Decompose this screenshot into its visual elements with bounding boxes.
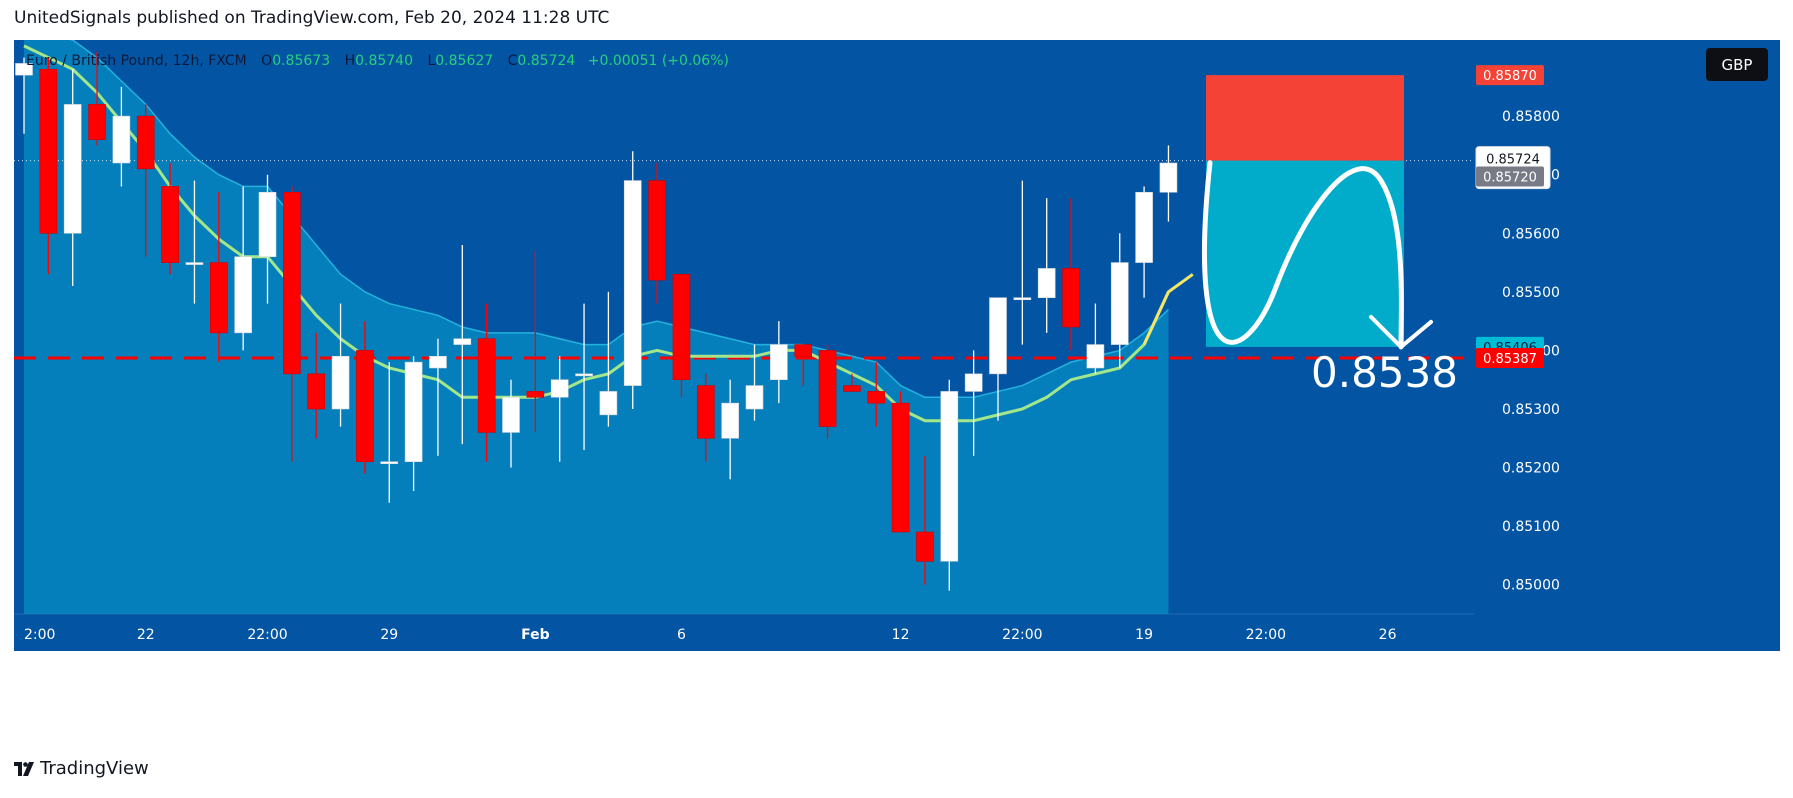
candle [745, 385, 764, 410]
candle [867, 391, 886, 404]
candle [672, 273, 691, 381]
candle [234, 256, 252, 334]
x-tick-label: 19 [1135, 627, 1153, 643]
ohlc-legend: Euro / British Pound, 12h, FXCM O0.85673… [26, 53, 729, 69]
close-value: 0.85724 [517, 53, 576, 69]
close-key: C [507, 53, 518, 69]
change-value: +0.00051 (+0.06%) [587, 53, 729, 69]
candlestick-chart[interactable]: 0.85380.850000.851000.852000.853000.8540… [14, 40, 1780, 743]
level-price-label-bg [1476, 348, 1544, 369]
x-tick-label: 22:00 [247, 627, 287, 643]
candle [404, 361, 423, 463]
stop-price-label-bg [1476, 65, 1544, 86]
open-key: O [261, 53, 273, 69]
x-tick-label: 12 [892, 627, 910, 643]
stop-loss-zone [1206, 75, 1404, 161]
candle [696, 385, 715, 439]
low-value: 0.85627 [435, 53, 494, 69]
candle [258, 191, 277, 258]
candle [940, 391, 959, 562]
moving-average-projection [1142, 273, 1194, 346]
candle [502, 396, 520, 433]
x-tick-label: 29 [380, 627, 398, 643]
tradingview-brand: TradingView [40, 758, 149, 779]
high-key: H [344, 53, 356, 69]
low-key: L [427, 53, 436, 69]
band-area [24, 40, 1169, 614]
candle [843, 385, 861, 392]
y-tick-label: 0.85000 [1502, 578, 1560, 594]
candle [916, 531, 934, 562]
candle [1037, 268, 1056, 299]
candle [88, 104, 106, 140]
candle [1135, 191, 1153, 263]
candle [185, 262, 204, 265]
y-tick-label: 0.85500 [1502, 285, 1560, 301]
high-value: 0.85740 [355, 53, 413, 69]
candle [283, 191, 301, 375]
candle [161, 186, 179, 263]
currency-button[interactable]: GBP [1706, 48, 1768, 81]
candle [575, 373, 593, 377]
y-tick-label: 0.85100 [1502, 519, 1560, 535]
band-upper-line [69, 40, 1169, 399]
x-tick-label: 22:00 [1246, 627, 1286, 643]
candle [648, 180, 666, 281]
tradingview-footer[interactable]: TradingView [14, 758, 149, 779]
candle [1159, 162, 1178, 193]
candle [429, 355, 447, 369]
symbol-label: Euro / British Pound, 12h, FXCM [26, 53, 247, 69]
candle [891, 402, 910, 533]
current-price-label: 0.85724 [1486, 153, 1540, 168]
y-tick-label: 0.85300 [1502, 402, 1560, 418]
candle [331, 355, 350, 410]
open-value: 0.85673 [272, 53, 331, 69]
x-tick-label: 6 [677, 627, 686, 643]
y-tick-label: 0.85800 [1502, 109, 1560, 125]
candle [453, 338, 472, 345]
candle [1013, 297, 1032, 301]
candle [818, 350, 837, 427]
y-tick-label: 0.85600 [1502, 226, 1560, 242]
target-annotation: 0.8538 [1311, 348, 1458, 397]
candle [1086, 344, 1105, 369]
chart-area[interactable]: 0.85380.850000.851000.852000.853000.8540… [14, 40, 1780, 743]
candle [112, 115, 131, 164]
candle [1110, 262, 1129, 345]
publish-header: UnitedSignals published on TradingView.c… [14, 8, 610, 28]
x-tick-label: 2:00 [24, 627, 55, 643]
candle [356, 350, 374, 463]
candle [599, 391, 618, 416]
candle [39, 68, 58, 234]
candle [380, 461, 399, 465]
x-tick-label: 26 [1379, 627, 1397, 643]
stop-price-label: 0.85870 [1483, 69, 1537, 84]
candle [794, 344, 813, 357]
candle [63, 104, 82, 234]
candle [307, 373, 326, 410]
tradingview-logo-icon [14, 761, 34, 776]
candle [526, 391, 545, 398]
x-tick-label: Feb [521, 627, 550, 643]
candle [964, 373, 983, 392]
candle [1062, 268, 1080, 328]
close-price-label-bg [1476, 166, 1544, 187]
candle [989, 297, 1007, 375]
candle [550, 379, 569, 398]
candle [210, 262, 228, 334]
candle [721, 402, 739, 439]
level-price-label: 0.85387 [1483, 352, 1537, 367]
projection-arrowhead [1369, 314, 1433, 350]
y-tick-label: 0.85200 [1502, 461, 1560, 477]
x-tick-label: 22:00 [1002, 627, 1042, 643]
candle [136, 115, 155, 170]
moving-average-line [23, 44, 1170, 423]
x-tick-label: 22 [137, 627, 155, 643]
candle [477, 338, 496, 433]
candle [770, 344, 788, 381]
projection-curve [1201, 160, 1404, 350]
candle [623, 180, 642, 386]
candle [15, 63, 33, 76]
close-price-label: 0.85720 [1483, 170, 1537, 185]
